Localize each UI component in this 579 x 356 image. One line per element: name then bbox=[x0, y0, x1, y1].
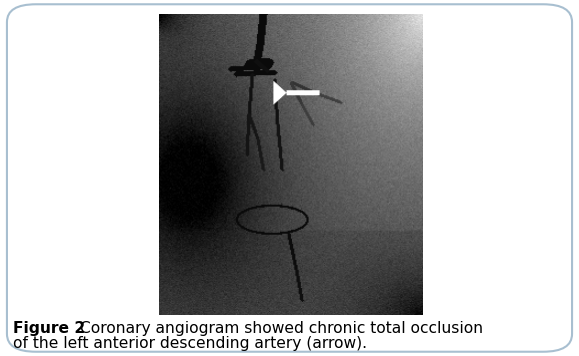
Text: Coronary angiogram showed chronic total occlusion: Coronary angiogram showed chronic total … bbox=[75, 321, 483, 336]
FancyBboxPatch shape bbox=[7, 4, 572, 352]
Text: Figure 2: Figure 2 bbox=[13, 321, 85, 336]
Text: of the left anterior descending artery (arrow).: of the left anterior descending artery (… bbox=[13, 336, 367, 351]
